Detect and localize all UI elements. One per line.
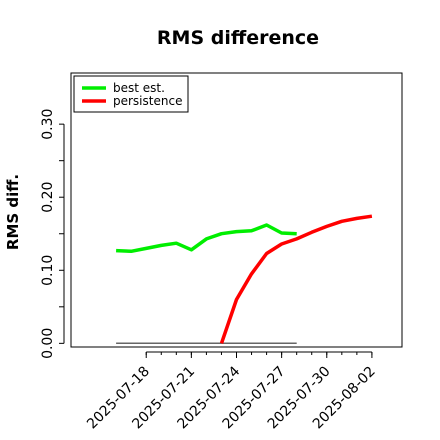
series-layer [116, 214, 373, 345]
chart-title: RMS difference [157, 27, 319, 49]
legend-box [73, 75, 189, 113]
legend: best est. persistence [73, 75, 189, 113]
y-axis: 0.00 0.10 0.20 0.30 [40, 109, 65, 359]
series-line-persistence [219, 214, 373, 344]
y-tick-label: 0.30 [40, 109, 56, 140]
x-axis: 2025-07-182025-07-212025-07-242025-07-27… [84, 351, 379, 432]
legend-label-best-est: best est. [113, 81, 165, 95]
y-tick-label: 0.20 [40, 182, 56, 213]
y-axis-label: RMS diff. [4, 174, 22, 250]
plot-frame [70, 72, 403, 348]
legend-label-persistence: persistence [113, 94, 182, 108]
y-tick-label: 0.00 [40, 328, 56, 359]
y-tick-label: 0.10 [40, 255, 56, 286]
series-line-best-est [116, 223, 297, 254]
